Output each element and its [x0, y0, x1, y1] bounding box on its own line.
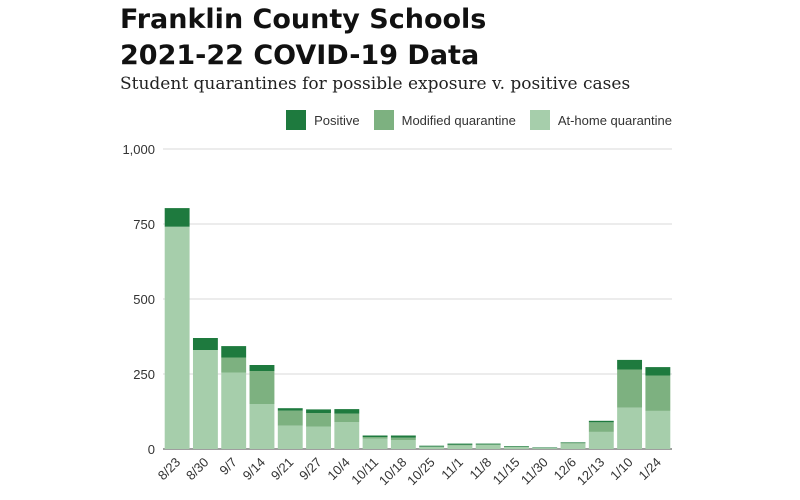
x-tick-label: 1/24 [635, 455, 664, 484]
legend-label-athome: At-home quarantine [557, 112, 672, 128]
bar-segment-athome [617, 407, 643, 449]
bar-segment-modified [362, 437, 388, 439]
bar-segment-positive [419, 445, 445, 447]
legend-label-positive: Positive [314, 112, 360, 128]
x-tick-label: 10/11 [348, 455, 381, 488]
legend-label-modified: Modified quarantine [401, 112, 516, 128]
x-tick-label: 8/30 [183, 455, 212, 484]
x-axis-labels: 8/23 8/30 9/7 9/14 9/21 9/27 10/410/1110/1810/… [155, 455, 664, 489]
bar-segment-positive [192, 338, 218, 350]
bar-segment-athome [560, 443, 586, 449]
bar-segment-modified [277, 410, 303, 426]
bar-segment-athome [419, 446, 445, 449]
x-tick-label: 11/30 [518, 455, 551, 488]
bar-segment-modified [447, 444, 473, 446]
y-tick-label: 1,000 [122, 142, 155, 157]
bar-segment-modified [617, 369, 643, 408]
bar-segment-positive [277, 408, 303, 411]
bar-segment-athome [447, 445, 473, 449]
chart-title: Franklin County Schools 2021-22 COVID-19… [120, 2, 486, 74]
bar-segment-modified [221, 357, 247, 373]
legend-item-athome: At-home quarantine [529, 110, 672, 130]
bar-segment-positive [588, 420, 614, 423]
bar-segment-modified [560, 443, 586, 444]
y-axis-labels: 0 250 500 750 1,000 [122, 142, 155, 457]
chart-legend: Positive Modified quarantine At-home qua… [272, 110, 672, 130]
chart-bars [164, 208, 671, 449]
bar-segment-positive [447, 443, 473, 445]
bar-segment-positive [475, 443, 501, 445]
bar-segment-athome [475, 444, 501, 449]
bar-segment-modified [306, 413, 331, 427]
bar-segment-positive [249, 365, 275, 371]
x-tick-label: 1/10 [607, 455, 636, 484]
legend-item-positive: Positive [286, 110, 360, 130]
x-tick-label: 11/15 [490, 455, 523, 488]
x-tick-label: 11/1 [438, 455, 466, 483]
bar-segment-athome [334, 422, 360, 449]
bar-segment-athome [221, 372, 247, 449]
legend-item-modified: Modified quarantine [373, 110, 516, 130]
legend-swatch-modified [373, 110, 394, 130]
chart-grid [163, 148, 672, 450]
bar-segment-athome [390, 440, 416, 449]
bar-segment-athome [306, 426, 331, 449]
x-tick-label: 12/13 [574, 455, 608, 489]
bar-segment-positive [221, 346, 247, 358]
y-tick-label: 250 [133, 367, 155, 382]
bar-segment-modified [390, 437, 416, 440]
x-tick-label: 10/4 [324, 455, 353, 484]
title-line-1: Franklin County Schools [120, 4, 487, 35]
title-line-2: 2021-22 COVID-19 Data [120, 40, 480, 71]
legend-swatch-positive [286, 110, 307, 130]
bar-segment-modified [334, 413, 360, 422]
bar-segment-athome [645, 410, 671, 449]
bar-segment-athome [164, 226, 190, 449]
y-tick-label: 0 [148, 442, 155, 457]
x-tick-label: 10/25 [404, 455, 438, 489]
bar-segment-positive [645, 367, 671, 376]
bar-segment-positive [306, 409, 331, 413]
bar-segment-positive [362, 435, 388, 437]
bar-segment-athome [192, 350, 218, 449]
bar-segment-positive [532, 447, 558, 449]
bar-segment-positive [617, 359, 643, 370]
x-tick-label: 9/21 [268, 455, 297, 484]
x-tick-label: 9/14 [240, 455, 269, 484]
bar-segment-athome [504, 446, 529, 449]
x-tick-label: 10/18 [376, 455, 410, 489]
x-tick-label: 9/27 [296, 455, 325, 484]
bar-segment-positive [504, 446, 529, 447]
bar-segment-positive [164, 208, 190, 227]
bar-segment-positive [334, 409, 360, 414]
bar-segment-athome [532, 448, 558, 449]
y-tick-label: 500 [133, 292, 155, 307]
bar-segment-athome [249, 404, 275, 449]
bar-segment-modified [645, 375, 671, 411]
x-tick-label: 8/23 [155, 455, 184, 484]
bar-segment-athome [277, 425, 303, 449]
bar-segment-positive [390, 435, 416, 438]
y-tick-label: 750 [133, 217, 155, 232]
chart-subtitle: Student quarantines for possible exposur… [120, 74, 631, 94]
bar-segment-positive [560, 442, 586, 443]
bar-segment-athome [362, 438, 388, 449]
legend-swatch-athome [529, 110, 550, 130]
bar-segment-modified [249, 371, 275, 404]
x-tick-label: 9/7 [216, 455, 239, 478]
bar-segment-athome [588, 431, 614, 449]
bar-segment-modified [588, 422, 614, 432]
